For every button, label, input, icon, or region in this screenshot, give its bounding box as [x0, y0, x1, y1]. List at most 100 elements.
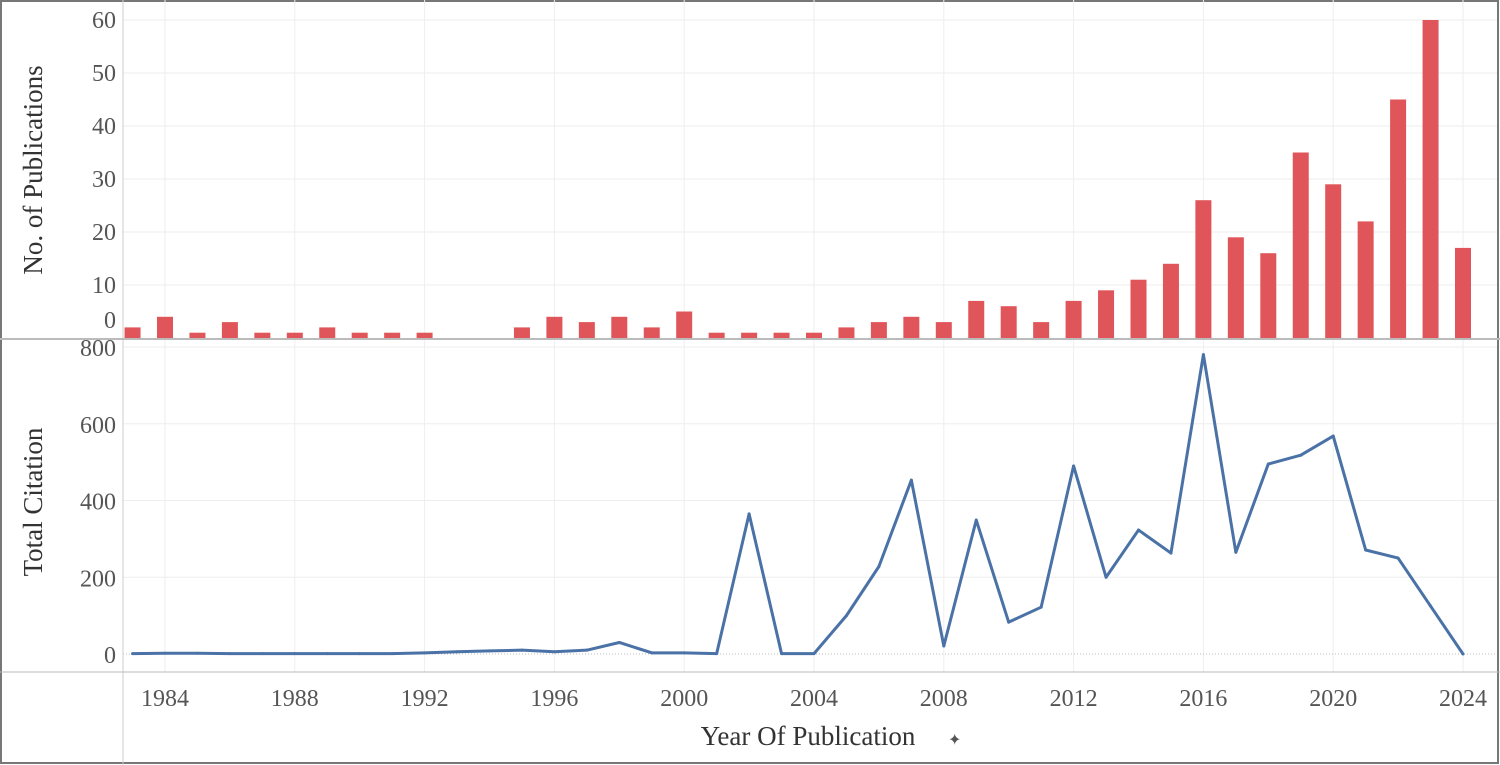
citation-point-2010 — [1007, 620, 1011, 624]
citation-point-1986 — [228, 652, 232, 656]
top-y-tick-label: 40 — [92, 114, 116, 140]
bar-1984 — [157, 316, 173, 338]
citation-point-2022 — [1396, 556, 1400, 560]
pin-icon[interactable]: ✦ — [948, 732, 961, 749]
citation-point-2019 — [1299, 453, 1303, 457]
top-y-tick-label: 10 — [92, 273, 116, 299]
citation-point-2014 — [1137, 528, 1140, 532]
bar-2014 — [1130, 279, 1147, 338]
bar-1983 — [124, 327, 141, 338]
citation-point-1987 — [260, 652, 264, 656]
citation-point-1996 — [552, 650, 556, 654]
citation-point-1991 — [390, 652, 394, 656]
citation-point-2005 — [844, 614, 848, 618]
citation-point-2001 — [715, 652, 719, 656]
bottom-y-tick-label: 800 — [80, 336, 116, 362]
citation-point-1998 — [617, 640, 621, 644]
bar-1990 — [351, 332, 368, 338]
x-tick-label: 2016 — [1179, 686, 1227, 712]
citation-point-1983 — [131, 652, 135, 656]
citation-point-1999 — [650, 651, 654, 655]
bottom-y-tick-label: 0 — [104, 643, 116, 669]
x-tick-label: 2012 — [1050, 686, 1098, 712]
x-tick-label: 2004 — [790, 686, 838, 712]
citation-point-2008 — [942, 644, 946, 648]
citation-point-1995 — [520, 648, 524, 652]
citation-point-2021 — [1364, 548, 1368, 552]
top-y-axis-title: No. of Publications — [18, 65, 48, 274]
citation-point-2023 — [1429, 604, 1433, 608]
citation-point-2006 — [877, 565, 881, 569]
bar-2002 — [741, 332, 758, 338]
bar-2013 — [1098, 290, 1115, 338]
citation-point-1994 — [488, 649, 491, 653]
bar-1995 — [513, 327, 530, 338]
bar-1988 — [286, 332, 303, 338]
citation-line — [132, 353, 1465, 656]
bar-2011 — [1033, 322, 1050, 338]
bottom-y-tick-label: 400 — [80, 490, 116, 516]
citation-point-2016 — [1201, 353, 1205, 357]
citation-point-1984 — [163, 651, 167, 655]
bar-2016 — [1195, 200, 1212, 338]
citation-point-2007 — [909, 478, 913, 482]
top-y-tick-label: 50 — [92, 61, 116, 87]
bar-2019 — [1292, 152, 1309, 338]
bottom-y-tick-label: 600 — [80, 413, 116, 439]
citation-point-2012 — [1072, 464, 1076, 468]
x-tick-label: 2008 — [920, 686, 968, 712]
x-tick-label: 1996 — [530, 686, 578, 712]
citation-point-1997 — [585, 648, 589, 652]
x-tick-label: 2020 — [1309, 686, 1357, 712]
citation-point-2024 — [1461, 652, 1465, 656]
bar-2021 — [1357, 221, 1374, 338]
bar-2007 — [903, 316, 920, 338]
bar-2022 — [1390, 99, 1407, 338]
citation-point-2018 — [1266, 462, 1270, 466]
x-tick-label: 1988 — [271, 686, 319, 712]
x-tick-label: 2024 — [1439, 686, 1487, 712]
x-tick-label: 1992 — [401, 686, 449, 712]
bar-2001 — [708, 332, 725, 338]
bar-1997 — [578, 322, 595, 338]
bar-1986 — [221, 322, 238, 338]
bar-2008 — [935, 322, 952, 338]
citation-point-2020 — [1331, 434, 1335, 438]
bar-2010 — [1000, 306, 1017, 338]
citation-point-2004 — [812, 652, 816, 656]
bar-2015 — [1162, 263, 1179, 338]
bar-2020 — [1325, 184, 1342, 338]
bar-1999 — [643, 327, 660, 338]
citation-point-1988 — [293, 652, 297, 656]
top-y-tick-label: 60 — [92, 8, 116, 34]
x-tick-label: 1984 — [141, 686, 189, 712]
bar-series — [124, 20, 1471, 338]
x-axis-title: Year Of Publication — [701, 721, 916, 751]
bar-1996 — [546, 316, 563, 338]
top-y-tick-label: 30 — [92, 167, 116, 193]
bar-2024 — [1455, 247, 1471, 338]
bar-2017 — [1227, 237, 1244, 338]
citation-point-2015 — [1169, 551, 1173, 555]
citation-point-1990 — [358, 652, 362, 656]
top-y-tick-label: 20 — [92, 220, 116, 246]
bar-2003 — [773, 332, 790, 338]
citation-point-1985 — [195, 651, 199, 655]
bar-2006 — [870, 322, 887, 338]
citation-point-1989 — [325, 652, 329, 656]
bar-1991 — [384, 332, 401, 338]
citation-point-2013 — [1104, 575, 1108, 579]
citation-point-2002 — [747, 512, 751, 516]
bottom-y-axis-title: Total Citation — [18, 427, 48, 576]
bar-2009 — [968, 300, 985, 338]
bar-1992 — [416, 332, 433, 338]
citation-point-2011 — [1039, 605, 1043, 609]
citation-point-2009 — [974, 518, 978, 522]
top-y-tick-label: 0 — [104, 308, 116, 334]
citation-point-2000 — [682, 651, 686, 655]
x-tick-label: 2000 — [660, 686, 708, 712]
bar-1998 — [611, 316, 628, 338]
